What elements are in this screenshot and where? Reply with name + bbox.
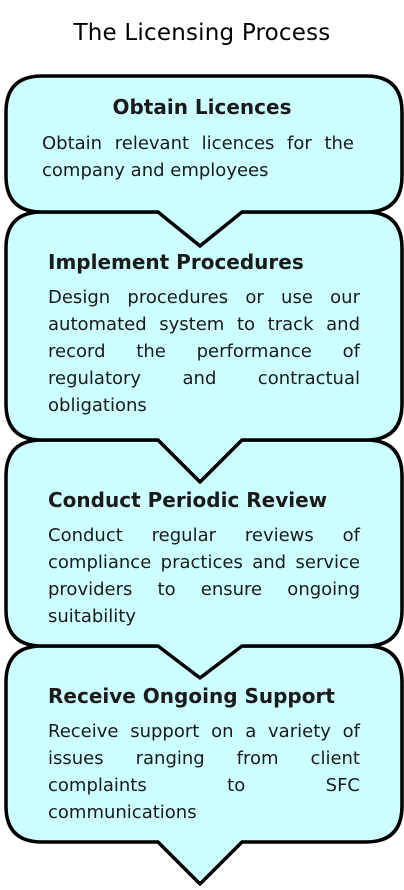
step-title-implement-procedures: Implement Procedures: [48, 250, 304, 274]
page-title: The Licensing Process: [73, 20, 331, 46]
step-box-implement-procedures: [4, 210, 404, 484]
step-description-periodic-review: Conduct regular reviews of compliance pr…: [48, 525, 360, 627]
step-title-periodic-review: Conduct Periodic Review: [48, 488, 328, 512]
step-box-obtain-licences: [4, 74, 404, 248]
step-box-periodic-review: [4, 438, 404, 680]
step-description-implement-procedures: Design procedures or use our automated s…: [48, 287, 360, 416]
step-description-receive-support: Receive support on a variety of issues r…: [48, 721, 360, 823]
step-description-obtain-licences: Obtain relevant licences for the company…: [42, 133, 354, 181]
step-title-obtain-licences: Obtain Licences: [112, 95, 292, 119]
step-box-receive-support: [4, 644, 404, 886]
step-title-receive-support: Receive Ongoing Support: [48, 684, 335, 708]
